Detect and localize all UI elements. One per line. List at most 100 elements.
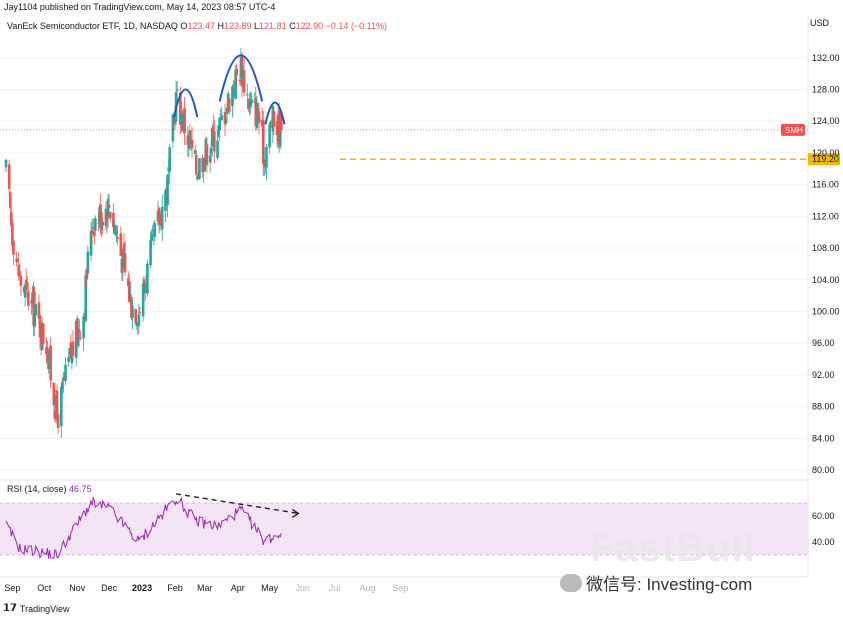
candle-body [85,268,89,280]
candle-body [160,206,164,230]
candle [150,229,153,248]
axes: 132.00 128.00 124.00 120.00 116.00 112.00 108.… [4,53,839,593]
candle-body [32,286,35,326]
symbol-legend: VanEck Semiconductor ETF, 1D, NASDAQ O12… [7,21,387,31]
open-value: 123.47 [187,21,215,31]
candle [108,211,112,223]
candle-body [33,311,37,327]
candle [183,96,186,146]
candle [146,259,149,297]
price-tick-label: 108.00 [812,243,840,253]
rsi-series [5,493,300,559]
price-tick-label: 100.00 [812,306,840,316]
date-tick-label: Oct [37,583,52,593]
candle-body [99,204,102,228]
candle-body [203,157,207,172]
support-level-tag [808,153,840,166]
candle-body [238,79,242,82]
currency-label[interactable]: USD [810,18,830,28]
candle-body [108,211,112,219]
candle-body [179,92,182,125]
candle-body [231,86,234,107]
candle-body [235,68,238,76]
candle [224,117,228,127]
candle-body [201,157,204,173]
symbol-name[interactable]: VanEck Semiconductor ETF, 1D, NASDAQ [7,21,178,31]
candle [12,238,15,266]
pattern-arc [264,101,286,125]
date-tick-label: Dec [101,583,118,593]
footer-brand[interactable]: TradingView [19,603,70,614]
rsi-label[interactable]: RSI (14, close) [7,484,67,494]
candle [86,245,90,277]
candle [160,194,164,242]
candle-body [27,291,30,306]
candle-body [188,130,192,145]
candle-body [141,283,145,317]
candle-body [268,124,271,148]
candle-body [11,222,14,246]
high-value: 123.89 [223,21,252,31]
candle-body [123,253,127,273]
close-label: C [289,21,296,31]
candle-body [146,263,149,294]
candle-body [78,329,81,333]
candle-body [38,315,42,338]
candle-body [196,177,199,180]
candle-body [134,308,137,324]
low-value: 121.81 [259,21,287,31]
candle-body [18,275,22,276]
price-tick-label: 80.00 [812,465,835,475]
candle-body [122,243,126,259]
date-tick-label: Sep [4,583,20,593]
candle-body [210,128,214,147]
candle [91,217,95,234]
candle [166,173,169,218]
candle [137,303,141,334]
candle-body [59,386,63,427]
candle-body [61,382,64,389]
candle [250,92,253,105]
candle-body [107,204,111,209]
candle [90,219,94,246]
candle [242,57,246,97]
candle-body [240,54,244,86]
candle-body [101,221,105,226]
candle-body [171,114,175,142]
price-tick-label: 112.00 [812,211,839,221]
pattern-arc [172,88,199,118]
candle-body [180,113,183,123]
candle [232,80,235,102]
candles [4,47,283,438]
candle-body [220,115,224,120]
candle [107,194,111,212]
candle [23,282,27,307]
candle-body [105,213,109,223]
price-tick-label: 104.00 [812,275,840,285]
candle [218,116,221,141]
candle [131,300,134,330]
candle-body [55,390,59,419]
candle-body [223,111,227,124]
candle-body [56,414,60,428]
candle [272,105,276,136]
candle [168,144,172,184]
price-tick-label: 116.00 [812,180,839,190]
tv-logo-icon[interactable]: 𝟭𝟳 [3,603,17,614]
candle-body [84,274,88,321]
candle-body [19,276,23,286]
candle-body [90,230,94,234]
candle-body [47,363,50,370]
candle-body [278,116,282,147]
price-tick-label: 128.00 [812,84,840,94]
candle [151,224,154,240]
candle [49,337,52,388]
wechat-text: 微信号: Investing-com [586,575,753,594]
candle-body [76,328,80,346]
candle-body [116,237,119,240]
candle-body [34,304,38,316]
candle-body [112,213,115,228]
candle-body [52,382,56,406]
candle-body [227,98,231,112]
